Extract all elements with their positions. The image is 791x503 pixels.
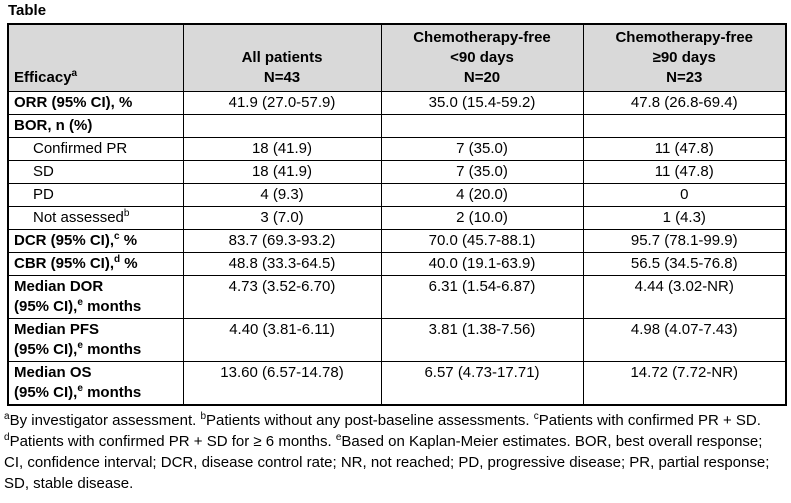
row-value: 41.9 (27.0-57.9) [182,90,382,115]
table-row: Not assessedb 3 (7.0) 2 (10.0) 1 (4.3) [7,205,787,230]
table-row: BOR, n (%) [7,113,787,138]
row-value: 7 (35.0) [380,136,584,161]
row-label: Median PFS (95% CI),e months [7,317,184,362]
row-value: 13.60 (6.57-14.78) [182,360,382,405]
row-value: 3 (7.0) [182,205,382,230]
row-value: 83.7 (69.3-93.2) [182,228,382,253]
table-footnote: aBy investigator assessment. bPatients w… [4,410,770,492]
row-value: 4 (9.3) [182,182,382,207]
header-efficacy: Efficacya [7,23,184,92]
row-value: 70.0 (45.7-88.1) [380,228,584,253]
table-row: PD 4 (9.3) 4 (20.0) 0 [7,182,787,207]
superscript-d: d [4,431,10,443]
row-value: 0 [582,182,787,207]
superscript-c: c [114,230,120,242]
row-value: 56.5 (34.5-76.8) [582,251,787,276]
row-label: Confirmed PR [7,136,184,161]
header-col-1: All patients N=43 [182,23,382,92]
row-label: PD [7,182,184,207]
row-value: 2 (10.0) [380,205,584,230]
row-value: 48.8 (33.3-64.5) [182,251,382,276]
superscript-a: a [4,410,10,422]
row-value: 95.7 (78.1-99.9) [582,228,787,253]
row-label: CBR (95% CI),d % [7,251,184,276]
superscript-e: e [335,431,342,443]
row-label: DCR (95% CI),c % [7,228,184,253]
superscript-b: b [200,410,207,422]
table-row: Confirmed PR 18 (41.9) 7 (35.0) 11 (47.8) [7,136,787,161]
superscript-a: a [71,67,78,79]
row-value: 11 (47.8) [582,136,787,161]
table-row: DCR (95% CI),c % 83.7 (69.3-93.2) 70.0 (45… [7,228,787,253]
row-value: 7 (35.0) [380,159,584,184]
row-value: 4.44 (3.02-NR) [582,274,787,319]
table-title: Table [8,2,47,19]
row-value: 6.31 (1.54-6.87) [380,274,584,319]
row-value [380,113,584,138]
row-value: 14.72 (7.72-NR) [582,360,787,405]
row-value: 1 (4.3) [582,205,787,230]
superscript-d: d [114,253,121,265]
efficacy-table: Efficacya All patients N=43 Chemotherapy-fr… [7,23,787,406]
header-col-2: Chemotherapy-free <90 days N=20 [380,23,584,92]
row-label: ORR (95% CI), % [7,90,184,115]
row-label: Median OS (95% CI),e months [7,360,184,405]
row-value: 40.0 (19.1-63.9) [380,251,584,276]
table-header: Efficacya All patients N=43 Chemotherapy-fr… [7,23,787,92]
row-label: Not assessedb [7,205,184,230]
superscript-e: e [77,382,83,394]
row-value [582,113,787,138]
header-row: Efficacya All patients N=43 Chemotherapy-fr… [7,23,787,92]
table-row: CBR (95% CI),d % 48.8 (33.3-64.5) 40.0 (19… [7,251,787,276]
row-label: SD [7,159,184,184]
row-value: 4.40 (3.81-6.11) [182,317,382,362]
row-label: Median DOR (95% CI),e months [7,274,184,319]
row-value: 3.81 (1.38-7.56) [380,317,584,362]
table-body: ORR (95% CI), % 41.9 (27.0-57.9) 35.0 (15.… [7,90,787,405]
table-row: SD 18 (41.9) 7 (35.0) 11 (47.8) [7,159,787,184]
superscript-e: e [77,296,83,308]
table-row: Median OS (95% CI),e months 13.60 (6.57-14… [7,360,787,405]
superscript-c: c [533,410,539,422]
row-value: 4 (20.0) [380,182,584,207]
table-row: Median PFS (95% CI),e months 4.40 (3.81-6.… [7,317,787,362]
row-value [182,113,382,138]
row-value: 6.57 (4.73-17.71) [380,360,584,405]
row-value: 18 (41.9) [182,159,382,184]
row-value: 35.0 (15.4-59.2) [380,90,584,115]
row-value: 11 (47.8) [582,159,787,184]
table-row: Median DOR (95% CI),e months 4.73 (3.52-6.… [7,274,787,319]
row-value: 4.98 (4.07-7.43) [582,317,787,362]
header-col-3: Chemotherapy-free ≥90 days N=23 [582,23,787,92]
row-value: 47.8 (26.8-69.4) [582,90,787,115]
superscript-b: b [123,207,130,219]
row-value: 4.73 (3.52-6.70) [182,274,382,319]
table-row: ORR (95% CI), % 41.9 (27.0-57.9) 35.0 (15.… [7,90,787,115]
superscript-e: e [77,339,83,351]
row-label: BOR, n (%) [7,113,184,138]
row-value: 18 (41.9) [182,136,382,161]
